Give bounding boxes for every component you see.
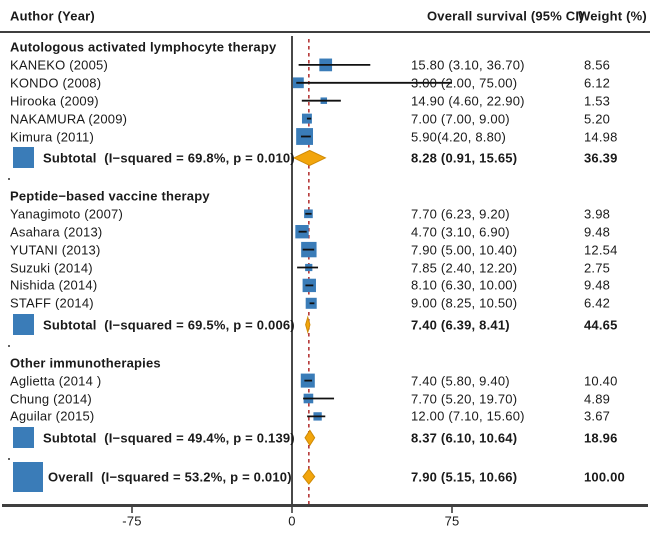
study-effect-text: 7.70 (5.20, 19.70) <box>411 391 518 406</box>
subtotal-label: Subtotal (I−squared = 69.8%, p = 0.010) <box>43 150 295 166</box>
group-heading: Autologous activated lymphocyte therapy <box>10 39 277 55</box>
subtotal-label: Subtotal (I−squared = 49.4%, p = 0.139) <box>43 430 295 446</box>
study-label: Suzuki (2014) <box>10 260 93 275</box>
study-weight-text: 5.20 <box>584 111 611 127</box>
subtotal-marker-square <box>13 427 34 449</box>
study-label: Hirooka (2009) <box>10 93 99 109</box>
study-label: Chung (2014) <box>10 391 92 406</box>
subtotal-weight-text: 44.65 <box>584 317 618 333</box>
axis-tick-label: 0 <box>288 513 296 529</box>
column-header-effect: Overall survival (95% CI) <box>427 8 584 24</box>
subtotal-effect-text: 7.40 (6.39, 8.41) <box>411 317 510 333</box>
pooled-estimate-diamond <box>302 468 316 485</box>
study-weight-text: 6.42 <box>584 295 611 311</box>
overall-weight-text: 100.00 <box>584 469 625 485</box>
study-weight-text: 1.53 <box>584 93 611 109</box>
study-effect-text: 8.10 (6.30, 10.00) <box>411 277 518 293</box>
study-label: KANEKO (2005) <box>10 57 108 73</box>
study-effect-text: 3.00 (2.00, 75.00) <box>411 75 518 91</box>
overall-marker-square <box>13 461 43 492</box>
overall-effect-text: 7.90 (5.15, 10.66) <box>411 469 518 485</box>
study-weight-text: 14.98 <box>584 129 618 144</box>
study-weight-text: 10.40 <box>584 373 618 389</box>
study-weight-text: 6.12 <box>584 75 611 91</box>
subtotal-marker-square <box>13 314 34 336</box>
pooled-estimate-diamond <box>304 429 316 447</box>
study-label: Yanagimoto (2007) <box>10 206 124 222</box>
study-effect-text: 7.40 (5.80, 9.40) <box>411 373 510 389</box>
study-weight-text: 8.56 <box>584 57 611 73</box>
study-effect-text: 7.00 (7.00, 9.00) <box>411 111 510 127</box>
study-label: Nishida (2014) <box>10 277 98 293</box>
column-header-author: Author (Year) <box>10 8 95 24</box>
study-weight-text: 2.75 <box>584 260 611 275</box>
group-heading: Peptide−based vaccine therapy <box>10 188 210 204</box>
subtotal-weight-text: 18.96 <box>584 430 618 446</box>
pooled-estimate-diamond <box>292 149 327 166</box>
study-label: STAFF (2014) <box>10 295 94 311</box>
axis-tick-label: 75 <box>444 513 460 529</box>
study-effect-text: 7.70 (6.23, 9.20) <box>411 206 510 222</box>
subtotal-effect-text: 8.37 (6.10, 10.64) <box>411 430 518 446</box>
study-weight-text: 12.54 <box>584 242 618 258</box>
separator-dot <box>8 345 10 348</box>
subtotal-marker-square <box>13 147 34 169</box>
study-label: KONDO (2008) <box>10 75 102 91</box>
group-heading: Other immunotherapies <box>10 355 161 371</box>
study-effect-text: 15.80 (3.10, 36.70) <box>411 57 525 73</box>
study-label: NAKAMURA (2009) <box>10 111 128 127</box>
study-effect-text: 9.00 (8.25, 10.50) <box>411 295 518 311</box>
study-label: Aglietta (2014 ) <box>10 373 102 389</box>
study-weight-text: 3.98 <box>584 206 611 222</box>
subtotal-label: Subtotal (I−squared = 69.5%, p = 0.006) <box>43 317 295 333</box>
study-effect-text: 14.90 (4.60, 22.90) <box>411 93 525 109</box>
study-label: Asahara (2013) <box>10 224 103 240</box>
study-weight-text: 3.67 <box>584 408 611 424</box>
study-effect-text: 12.00 (7.10, 15.60) <box>411 408 525 424</box>
study-effect-text: 7.90 (5.00, 10.40) <box>411 242 518 258</box>
separator-dot <box>8 178 10 181</box>
study-effect-text: 7.85 (2.40, 12.20) <box>411 260 518 275</box>
study-label: Aguilar (2015) <box>10 408 95 424</box>
study-effect-text: 4.70 (3.10, 6.90) <box>411 224 510 240</box>
study-effect-text: 5.90(4.20, 8.80) <box>411 129 506 144</box>
subtotal-weight-text: 36.39 <box>584 150 618 166</box>
overall-label: Overall (I−squared = 53.2%, p = 0.010) <box>48 469 292 485</box>
study-label: Kimura (2011) <box>10 129 95 144</box>
subtotal-effect-text: 8.28 (0.91, 15.65) <box>411 150 518 166</box>
separator-dot <box>8 458 10 461</box>
column-header-weight: Weight (%) <box>578 8 647 24</box>
header-divider <box>0 31 650 33</box>
x-axis-line <box>2 504 648 507</box>
pooled-estimate-diamond <box>305 315 311 335</box>
study-weight-text: 9.48 <box>584 224 611 240</box>
axis-tick-label: -75 <box>122 513 142 529</box>
study-label: YUTANI (2013) <box>10 242 101 258</box>
study-weight-text: 9.48 <box>584 277 611 293</box>
study-weight-text: 4.89 <box>584 391 611 406</box>
